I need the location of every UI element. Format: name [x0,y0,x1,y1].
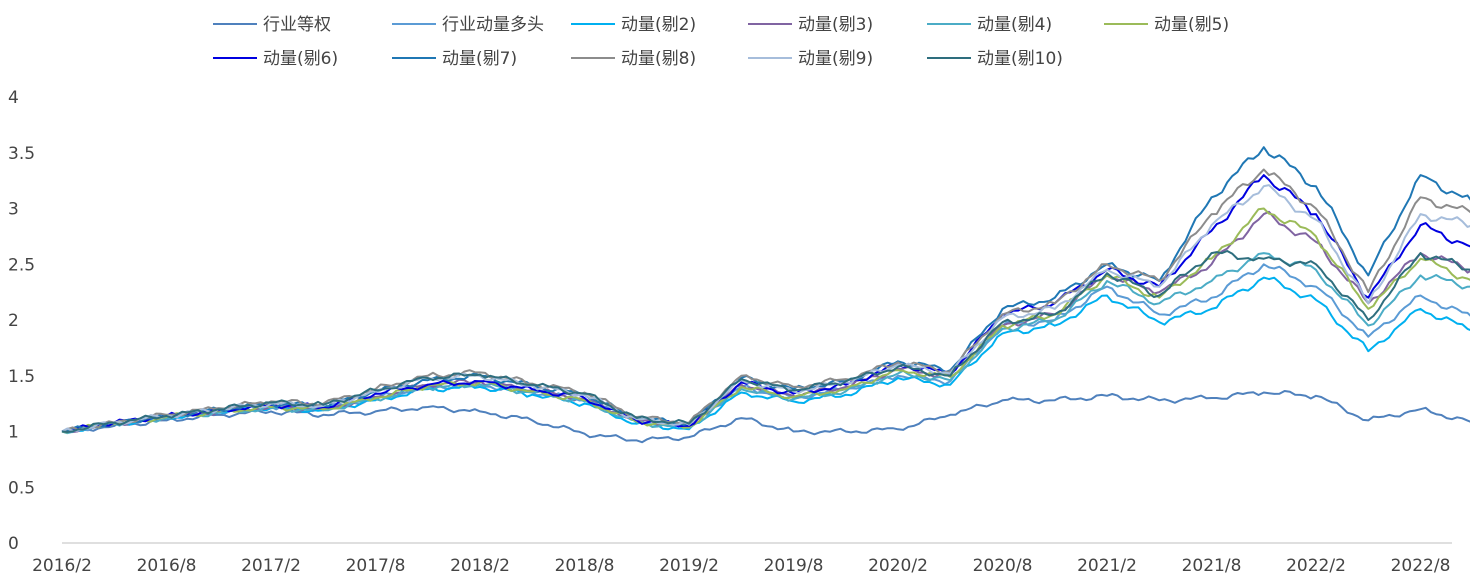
x-tick-label: 2016/8 [137,556,197,576]
legend-label: 动量(剔10) [977,49,1063,69]
legend-item: 动量(剔7) [392,49,517,69]
x-tick-label: 2022/8 [1391,556,1451,576]
y-tick-label: 1.5 [8,367,35,387]
series-line [61,168,1470,433]
x-tick-label: 2020/2 [868,556,928,576]
y-axis: 0 0.5 1 1.5 2 2.5 3 3.5 4 [8,88,35,554]
x-tick-label: 2016/2 [32,556,92,576]
y-tick-label: 3.5 [8,144,35,164]
series-line [61,207,1470,434]
legend-label: 动量(剔7) [442,49,517,69]
legend-label: 行业等权 [263,15,331,35]
legend-label: 动量(剔2) [621,15,696,35]
x-tick-label: 2022/2 [1286,556,1346,576]
legend-item: 动量(剔6) [213,49,338,69]
legend-item: 动量(剔2) [571,15,696,35]
y-tick-label: 3 [8,200,19,220]
legend-item: 动量(剔10) [927,49,1063,69]
y-tick-label: 4 [8,88,19,108]
x-tick-label: 2017/2 [241,556,301,576]
legend-label: 行业动量多头 [442,15,544,35]
x-tick-label: 2021/2 [1077,556,1137,576]
legend-item: 动量(剔8) [571,49,696,69]
legend-item: 动量(剔4) [927,15,1052,35]
legend-label: 动量(剔9) [798,49,873,69]
legend-item: 动量(剔3) [748,15,873,35]
x-tick-label: 2019/2 [659,556,719,576]
series-line [61,390,1470,444]
y-tick-label: 1 [8,423,19,443]
legend-label: 动量(剔3) [798,15,873,35]
x-tick-label: 2021/8 [1182,556,1242,576]
legend: 行业等权 行业动量多头 动量(剔2) 动量(剔3) 动量(剔4) 动量(剔5) 动量(剔6)… [213,15,1229,69]
legend-item: 行业等权 [213,15,331,35]
legend-label: 动量(剔8) [621,49,696,69]
x-tick-label: 2018/2 [450,556,510,576]
x-tick-label: 2020/8 [973,556,1033,576]
x-axis: 2016/2 2016/8 2017/2 2017/8 2018/2 2018/8 2019… [32,542,1452,576]
series-line [61,250,1470,433]
y-tick-label: 2.5 [8,255,35,275]
y-tick-label: 0.5 [8,478,35,498]
legend-label: 动量(剔6) [263,49,338,69]
legend-label: 动量(剔5) [1154,15,1229,35]
legend-item: 行业动量多头 [392,15,544,35]
legend-item: 动量(剔9) [748,49,873,69]
y-tick-label: 2 [8,311,19,331]
x-tick-label: 2017/8 [346,556,406,576]
legend-label: 动量(剔4) [977,15,1052,35]
x-tick-label: 2019/8 [764,556,824,576]
plot-area [61,146,1470,444]
y-tick-label: 0 [8,534,19,554]
x-tick-label: 2018/8 [555,556,615,576]
legend-item: 动量(剔5) [1104,15,1229,35]
